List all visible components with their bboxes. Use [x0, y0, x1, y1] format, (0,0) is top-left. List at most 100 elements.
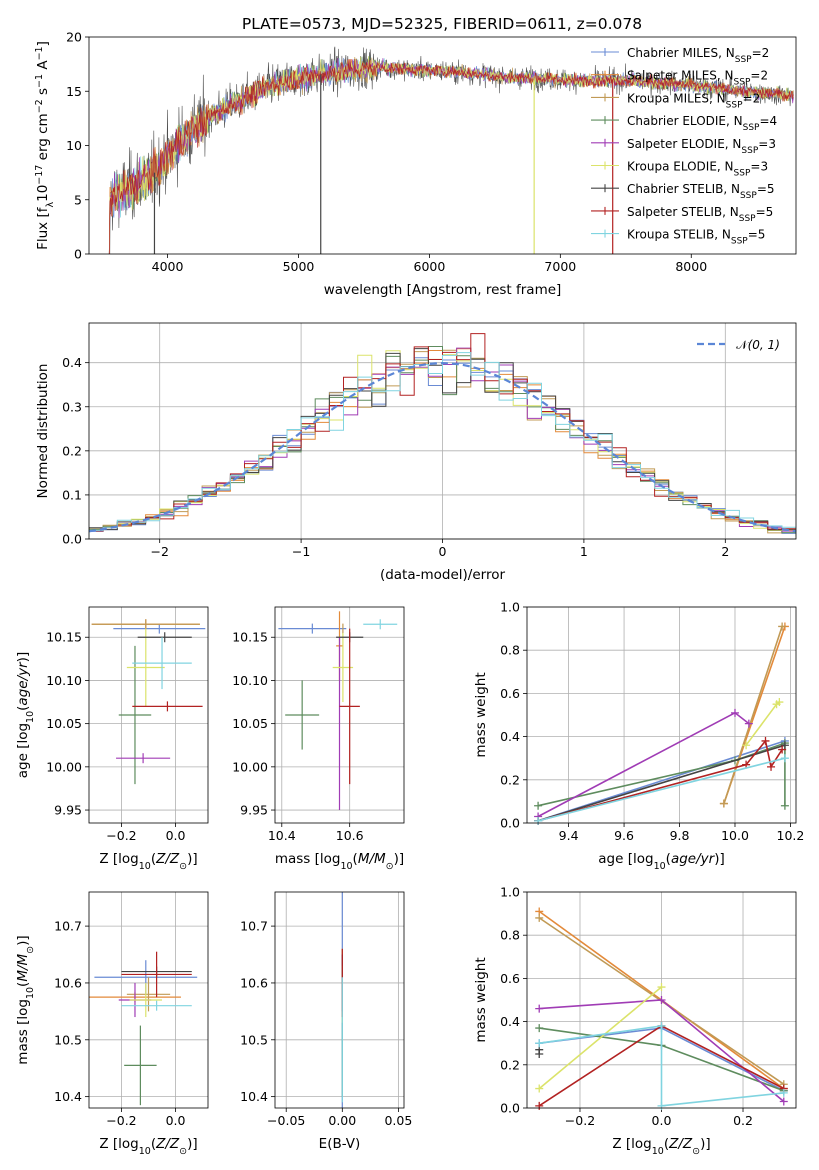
normal-reference-curve	[88, 361, 797, 533]
mass-weight-marker	[744, 719, 753, 728]
y-tick-label: 0.0	[500, 1101, 520, 1116]
label-part: mass [log	[15, 999, 31, 1065]
label-part: −1	[34, 46, 45, 60]
x-axis-label: E(B-V)	[319, 1136, 361, 1152]
legend-label: Salpeter ELODIE, NSSP=3	[627, 137, 776, 156]
label-part: 10	[35, 185, 51, 202]
x-axis-label: Z [log10(Z/Z⊙)]	[99, 1136, 197, 1157]
label-part: ]	[35, 41, 51, 46]
label-part: (0, 1)	[748, 338, 780, 352]
y-tick-label: 10.10	[232, 673, 268, 688]
x-tick-label: 9.8	[670, 828, 690, 843]
x-axis-label: (data-model)/error	[380, 567, 506, 583]
axes-frame	[88, 891, 209, 1109]
legend-label: Chabrier STELIB, NSSP=5	[627, 182, 775, 201]
axes-frame	[88, 322, 797, 540]
label-part: E(B-V)	[319, 1136, 361, 1152]
y-tick-label: 10.4	[54, 1089, 82, 1104]
mass-weight-line	[537, 744, 786, 822]
label-part: (	[666, 851, 671, 867]
label-part: (	[15, 982, 31, 987]
legend-label-part: =5	[756, 205, 774, 219]
x-tick-label: 0.0	[166, 828, 186, 843]
x-tick-label: −2	[150, 544, 168, 559]
y-tick-label: 10.05	[232, 716, 268, 731]
x-tick-label: 5000	[283, 259, 315, 274]
mass-weight-vs-age-panel: 9.4 9.6 9.8 10.0 10.2 0.0 0.2 0.4 0.6 0.8 1.0 age […	[473, 600, 804, 872]
label-part: 10	[139, 861, 151, 872]
label-part: )]	[394, 851, 405, 867]
label-part: )]	[187, 1136, 198, 1152]
y-tick-label: 0.2	[500, 772, 520, 787]
axes-frame	[274, 891, 405, 1109]
x-tick-label: 8000	[675, 259, 707, 274]
mass-weight-marker	[779, 1088, 788, 1097]
legend-label-part: Salpeter MILES, N	[627, 69, 734, 83]
label-part: age/yr	[15, 661, 31, 706]
legend-label-part: Chabrier ELODIE, N	[627, 114, 743, 128]
legend-label-part: SSP	[734, 78, 751, 88]
y-tick-label: 0.6	[500, 971, 520, 986]
legend-label-part: SSP	[743, 123, 760, 133]
label-part: Z/Z	[155, 1136, 180, 1152]
label-part: Flux [f	[35, 206, 51, 250]
y-tick-label: 0.0	[500, 816, 520, 831]
y-tick-label: 0.6	[500, 686, 520, 701]
label-part: age [log	[15, 723, 31, 778]
label-part: 10	[652, 1146, 664, 1157]
label-part: −2	[34, 99, 45, 113]
x-tick-label: 10.0	[721, 828, 749, 843]
legend-label-part: =2	[750, 69, 768, 83]
legend-label-part: Kroupa MILES, N	[627, 91, 726, 105]
x-tick-label: −0.2	[565, 1113, 595, 1128]
legend-label-part: =3	[758, 137, 776, 151]
mass-weight-marker	[534, 801, 543, 810]
legend-label-part: =5	[757, 182, 775, 196]
legend-label-part: SSP	[735, 55, 752, 65]
y-axis-label: Normed distribution	[35, 364, 51, 499]
y-tick-label: 10.7	[240, 919, 268, 934]
x-tick-label: −0.05	[267, 1113, 305, 1128]
y-tick-label: 10.6	[54, 975, 82, 990]
mass-weight-vs-metallicity-panel: −0.2 0.0 0.2 0.0 0.2 0.4 0.6 0.8 1.0 Z [log10(Z/Z…	[473, 885, 797, 1157]
x-axis-label: age [log10(age/yr)]	[598, 851, 724, 872]
label-part: −1	[34, 74, 45, 88]
label-part: mass [log	[275, 851, 341, 867]
spectrum-line	[108, 58, 794, 254]
label-part: 10	[654, 861, 666, 872]
legend-label-part: Kroupa ELODIE, N	[627, 160, 734, 174]
label-part: ⊙	[386, 861, 394, 872]
label-part: Z/Z	[155, 851, 180, 867]
label-part: M/M	[15, 953, 31, 981]
legend-label-part: =4	[759, 114, 777, 128]
legend-label: Kroupa STELIB, NSSP=5	[627, 228, 765, 247]
legend-label-part: SSP	[740, 191, 757, 201]
mass-weight-marker	[535, 1039, 544, 1048]
y-axis-label: mass weight	[473, 672, 489, 757]
mass-weight-marker	[657, 983, 666, 992]
mass-weight-marker	[657, 1101, 666, 1110]
mass-weight-line	[539, 1024, 784, 1107]
x-tick-label: −1	[292, 544, 310, 559]
legend-label-part: Chabrier MILES, N	[627, 46, 735, 60]
label-part: Z/Z	[668, 1136, 693, 1152]
y-tick-label: 10.10	[46, 673, 82, 688]
mass-weight-line	[538, 986, 663, 1090]
mass-weight-marker	[534, 816, 543, 825]
axes-frame	[274, 606, 405, 824]
mass-weight-marker	[761, 736, 770, 745]
y-tick-label: 0.8	[500, 928, 520, 943]
y-tick-label: 1.0	[500, 600, 520, 615]
label-part: Z [log	[99, 1136, 138, 1152]
legend-label-part: SSP	[739, 214, 756, 224]
label-part: ⊙	[25, 946, 36, 954]
x-axis-label: mass [log10(M/M⊙)]	[275, 851, 404, 872]
mass-weight-marker	[535, 1024, 544, 1033]
x-tick-label: 0	[439, 544, 447, 559]
y-tick-label: 10.5	[54, 1032, 82, 1047]
legend-label: Chabrier MILES, NSSP=2	[627, 46, 769, 65]
age-vs-mass-panel: 10.4 10.6 9.95 10.00 10.05 10.10 10.15 mass [lo…	[232, 606, 405, 872]
x-tick-label: 9.6	[614, 828, 634, 843]
y-axis-label: age [log10(age/yr)]	[15, 652, 36, 778]
